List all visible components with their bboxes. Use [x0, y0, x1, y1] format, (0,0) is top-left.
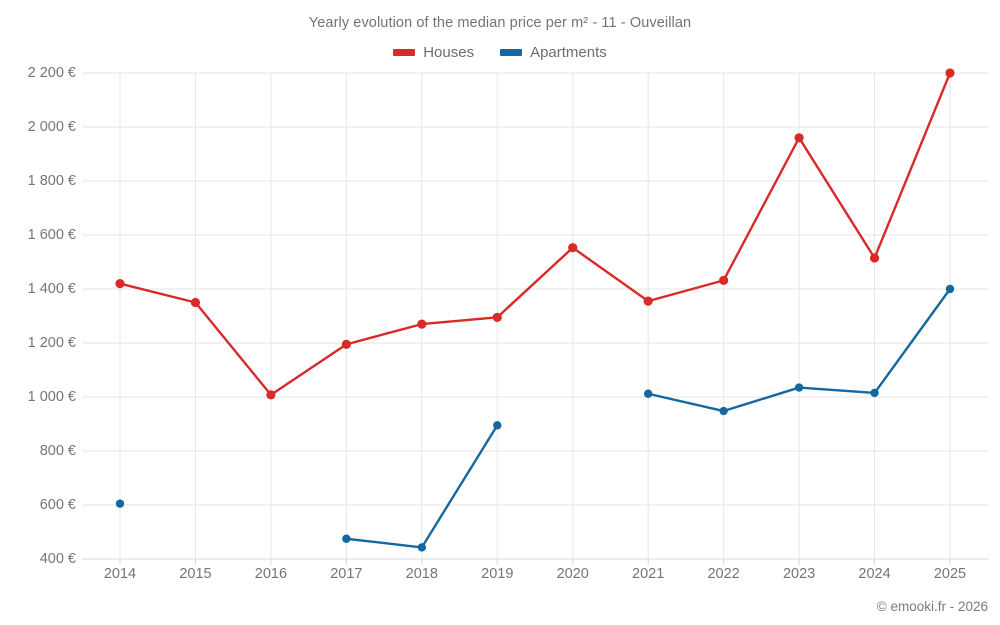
- x-tick-label-2019: 2019: [481, 566, 514, 582]
- copyright-credit: © emooki.fr - 2026: [876, 599, 988, 614]
- data-point-apartments-2019[interactable]: [493, 421, 502, 430]
- x-tick-label-2015: 2015: [179, 566, 212, 582]
- y-tick-label-1600: 1 600 €: [27, 227, 76, 243]
- legend-item-houses[interactable]: Houses: [393, 44, 474, 61]
- x-axis-tick-labels: 2014 2015 2016 2017 2018 2019 2020 2021 2022 2023…: [82, 566, 989, 590]
- x-tick-label-2024: 2024: [858, 566, 891, 582]
- x-tick-label-2014: 2014: [103, 566, 137, 582]
- plot-area: [82, 68, 989, 565]
- y-tick-label-400: 400 €: [39, 551, 76, 567]
- data-point-houses-2023[interactable]: [794, 133, 804, 143]
- legend-label-apartments: Apartments: [530, 44, 607, 61]
- chart-plot-svg: [82, 68, 989, 565]
- x-tick-label-2022: 2022: [707, 566, 740, 582]
- y-tick-label-800: 800 €: [39, 443, 76, 459]
- data-point-apartments-2023[interactable]: [794, 383, 804, 392]
- y-tick-label-1800: 1 800 €: [27, 173, 76, 189]
- legend-item-apartments[interactable]: Apartments: [500, 44, 607, 61]
- series-line-houses: [118, 71, 952, 397]
- y-tick-label-1000: 1 000 €: [27, 389, 76, 405]
- data-point-houses-2022[interactable]: [719, 275, 729, 285]
- chart-title: Yearly evolution of the median price per…: [308, 15, 692, 31]
- y-tick-label-1400: 1 400 €: [27, 281, 76, 297]
- y-tick-label-2000: 2 000 €: [27, 119, 76, 135]
- x-tick-label-2020: 2020: [556, 566, 589, 582]
- y-tick-label-1200: 1 200 €: [27, 335, 76, 351]
- legend-swatch-apartments: [500, 49, 523, 56]
- x-tick-label-2021: 2021: [632, 566, 665, 582]
- data-point-apartments-2021[interactable]: [643, 389, 653, 398]
- data-point-apartments-2014[interactable]: [115, 499, 125, 508]
- data-point-apartments-2017[interactable]: [342, 534, 351, 543]
- x-tick-label-2025: 2025: [933, 566, 967, 582]
- x-tick-label-2023: 2023: [782, 566, 816, 582]
- x-tick-label-2017: 2017: [330, 566, 363, 582]
- data-point-houses-2019[interactable]: [492, 312, 502, 322]
- data-point-apartments-2022[interactable]: [719, 406, 728, 416]
- data-point-houses-2024[interactable]: [869, 253, 880, 263]
- data-point-apartments-2025[interactable]: [945, 284, 955, 294]
- y-tick-label-600: 600 €: [39, 497, 76, 513]
- x-tick-label-2016: 2016: [254, 566, 288, 582]
- legend-swatch-houses: [393, 49, 416, 56]
- data-point-apartments-2018[interactable]: [417, 543, 427, 552]
- y-tick-label-2200: 2 200 €: [27, 65, 76, 81]
- data-point-houses-2017[interactable]: [341, 339, 351, 349]
- data-point-apartments-2024[interactable]: [870, 388, 879, 398]
- x-tick-label-2018: 2018: [405, 566, 438, 582]
- y-axis-tick-labels: 400 € 600 € 800 € 1 000 € 1 200 € 1 400 € 1 60…: [0, 0, 76, 625]
- data-point-houses-2015[interactable]: [190, 297, 201, 308]
- data-point-houses-2014[interactable]: [115, 279, 125, 289]
- legend-label-houses: Houses: [423, 44, 475, 61]
- data-point-houses-2020[interactable]: [568, 243, 578, 253]
- data-point-houses-2021[interactable]: [643, 296, 653, 306]
- data-point-houses-2016[interactable]: [266, 390, 276, 400]
- chart-legend: Houses Apartments: [0, 44, 1000, 61]
- data-point-houses-2018[interactable]: [417, 319, 427, 329]
- data-point-houses-2025[interactable]: [945, 68, 955, 78]
